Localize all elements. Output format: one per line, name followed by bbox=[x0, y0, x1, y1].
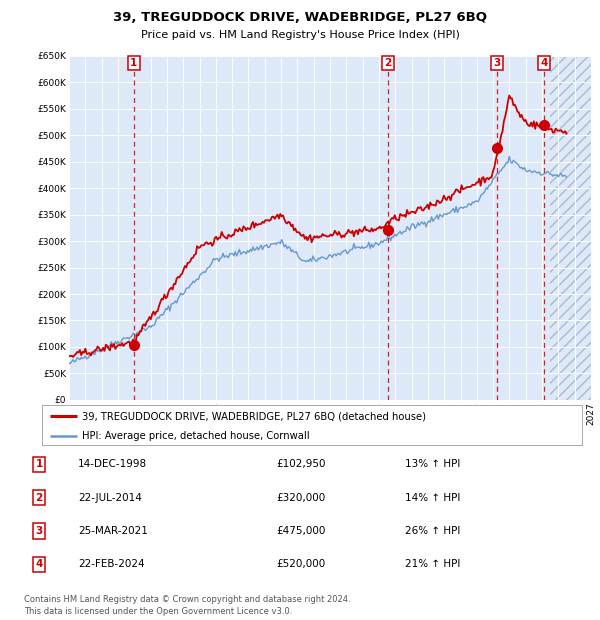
Text: HPI: Average price, detached house, Cornwall: HPI: Average price, detached house, Corn… bbox=[83, 431, 310, 441]
Text: Contains HM Land Registry data © Crown copyright and database right 2024.: Contains HM Land Registry data © Crown c… bbox=[24, 595, 350, 604]
Text: 4: 4 bbox=[35, 559, 43, 569]
Text: 22-JUL-2014: 22-JUL-2014 bbox=[78, 493, 142, 503]
Text: 3: 3 bbox=[493, 58, 500, 68]
Text: 4: 4 bbox=[541, 58, 548, 68]
Text: 1: 1 bbox=[35, 459, 43, 469]
Text: 2: 2 bbox=[384, 58, 392, 68]
Text: 1: 1 bbox=[130, 58, 137, 68]
Text: 13% ↑ HPI: 13% ↑ HPI bbox=[405, 459, 460, 469]
Text: 2: 2 bbox=[35, 493, 43, 503]
Text: 14% ↑ HPI: 14% ↑ HPI bbox=[405, 493, 460, 503]
Text: £102,950: £102,950 bbox=[276, 459, 325, 469]
Text: 39, TREGUDDOCK DRIVE, WADEBRIDGE, PL27 6BQ: 39, TREGUDDOCK DRIVE, WADEBRIDGE, PL27 6… bbox=[113, 11, 487, 24]
Text: 3: 3 bbox=[35, 526, 43, 536]
Text: 25-MAR-2021: 25-MAR-2021 bbox=[78, 526, 148, 536]
Text: 39, TREGUDDOCK DRIVE, WADEBRIDGE, PL27 6BQ (detached house): 39, TREGUDDOCK DRIVE, WADEBRIDGE, PL27 6… bbox=[83, 412, 427, 422]
Text: 14-DEC-1998: 14-DEC-1998 bbox=[78, 459, 147, 469]
Text: 21% ↑ HPI: 21% ↑ HPI bbox=[405, 559, 460, 569]
Text: 22-FEB-2024: 22-FEB-2024 bbox=[78, 559, 145, 569]
Text: This data is licensed under the Open Government Licence v3.0.: This data is licensed under the Open Gov… bbox=[24, 608, 292, 616]
Text: Price paid vs. HM Land Registry's House Price Index (HPI): Price paid vs. HM Land Registry's House … bbox=[140, 30, 460, 40]
Text: 26% ↑ HPI: 26% ↑ HPI bbox=[405, 526, 460, 536]
Text: £520,000: £520,000 bbox=[276, 559, 325, 569]
Text: £475,000: £475,000 bbox=[276, 526, 325, 536]
Text: £320,000: £320,000 bbox=[276, 493, 325, 503]
